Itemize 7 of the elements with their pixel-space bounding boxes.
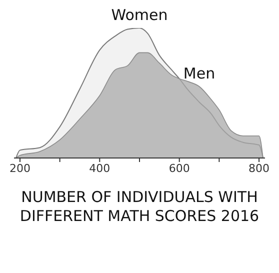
x-tick-label: 200 <box>9 162 30 175</box>
text: NUMBER OF INDIVIDUALS WITH DIFFERENT MATH SCORES 2016 <box>18 187 260 226</box>
x-tick-label: 800 <box>248 162 270 175</box>
x-tick-label: 600 <box>168 162 190 175</box>
series-label: Men <box>183 64 216 82</box>
series-label: Women <box>111 6 168 24</box>
x-tick-label: 400 <box>89 162 110 175</box>
